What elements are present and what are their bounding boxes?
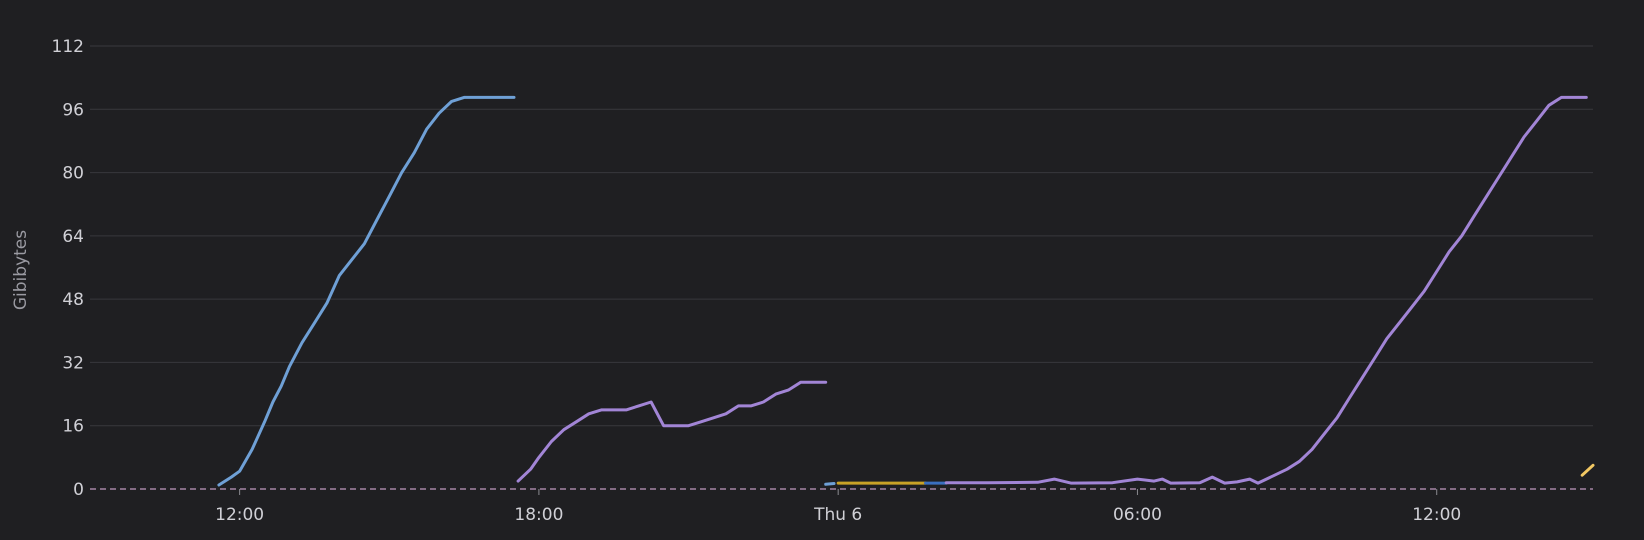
y-tick-label: 0 [73, 480, 84, 500]
grid [90, 45, 1593, 490]
y-tick-label: 48 [62, 290, 84, 310]
series-line-1 [217, 95, 516, 487]
y-axis-labels: 0 16 32 48 64 80 96 112 [52, 37, 84, 500]
x-tick-label: 18:00 [514, 505, 563, 525]
y-tick-label: 16 [62, 417, 84, 437]
series-line-6 [944, 95, 1588, 485]
x-axis-labels: 12:00 18:00 Thu 6 06:00 12:00 [215, 489, 1461, 525]
x-tick-label: 06:00 [1113, 505, 1162, 525]
series-line-7 [1580, 463, 1595, 477]
series-group [217, 95, 1595, 487]
x-tick-label: Thu 6 [813, 505, 862, 525]
series-line-3 [824, 482, 836, 486]
series-line-2 [516, 380, 828, 483]
y-tick-label: 64 [62, 227, 84, 247]
y-tick-label: 80 [62, 164, 84, 184]
y-tick-label: 96 [62, 100, 84, 120]
x-tick-label: 12:00 [1412, 505, 1461, 525]
y-axis-title: Gibibytes [11, 230, 31, 310]
y-tick-label: 112 [52, 37, 84, 57]
x-tick-label: 12:00 [215, 505, 264, 525]
y-tick-label: 32 [62, 353, 84, 373]
